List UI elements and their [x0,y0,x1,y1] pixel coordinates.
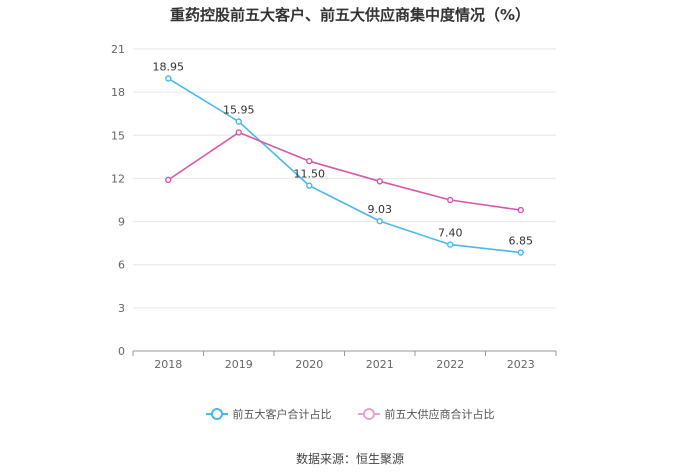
data-point-0 [306,182,313,189]
data-label: 7.40 [438,227,463,240]
y-tick-label: 21 [111,43,125,56]
y-tick-label: 9 [118,216,125,229]
legend: 前五大客户合计占比 前五大供应商合计占比 [0,406,700,422]
y-tick-label: 15 [111,129,125,142]
legend-item-customers[interactable]: 前五大客户合计占比 [205,406,332,422]
data-point-1 [517,206,524,214]
data-label: 11.50 [294,168,326,181]
data-label: 15.95 [223,104,255,117]
data-point-1 [306,157,313,165]
legend-swatch-suppliers [357,408,380,420]
legend-item-suppliers[interactable]: 前五大供应商合计占比 [357,406,495,422]
x-tick-label: 2021 [366,358,394,371]
data-source: 数据来源：恒生聚源 [295,452,404,466]
y-tick-label: 18 [111,86,125,99]
x-tick-label: 2022 [436,358,464,371]
legend-label-customers: 前五大客户合计占比 [232,408,332,421]
x-tick-label: 2018 [154,358,182,371]
data-point-1 [165,176,172,184]
data-point-1 [447,196,454,204]
data-point-0 [447,241,454,248]
data-point-0 [165,75,172,82]
series-line-1 [167,131,521,211]
data-point-0 [376,217,383,225]
legend-swatch-customers [205,408,228,420]
y-tick-label: 6 [118,259,125,272]
data-label: 18.95 [153,60,185,73]
y-tick-label: 0 [118,345,125,358]
data-point-0 [517,249,524,256]
x-tick-label: 2023 [507,358,535,371]
data-point-0 [235,118,242,125]
y-tick-label: 12 [111,172,125,185]
chart-title: 重药控股前五大客户、前五大供应商集中度情况（%） [169,6,531,24]
data-label: 6.85 [509,234,534,247]
series-line-0 [167,77,521,254]
data-label: 9.03 [368,203,393,216]
y-tick-label: 3 [118,302,125,315]
x-tick-label: 2020 [295,358,323,371]
data-point-1 [235,129,242,136]
x-tick-label: 2019 [225,358,253,371]
data-point-1 [376,178,383,185]
legend-label-suppliers: 前五大供应商合计占比 [384,408,495,421]
